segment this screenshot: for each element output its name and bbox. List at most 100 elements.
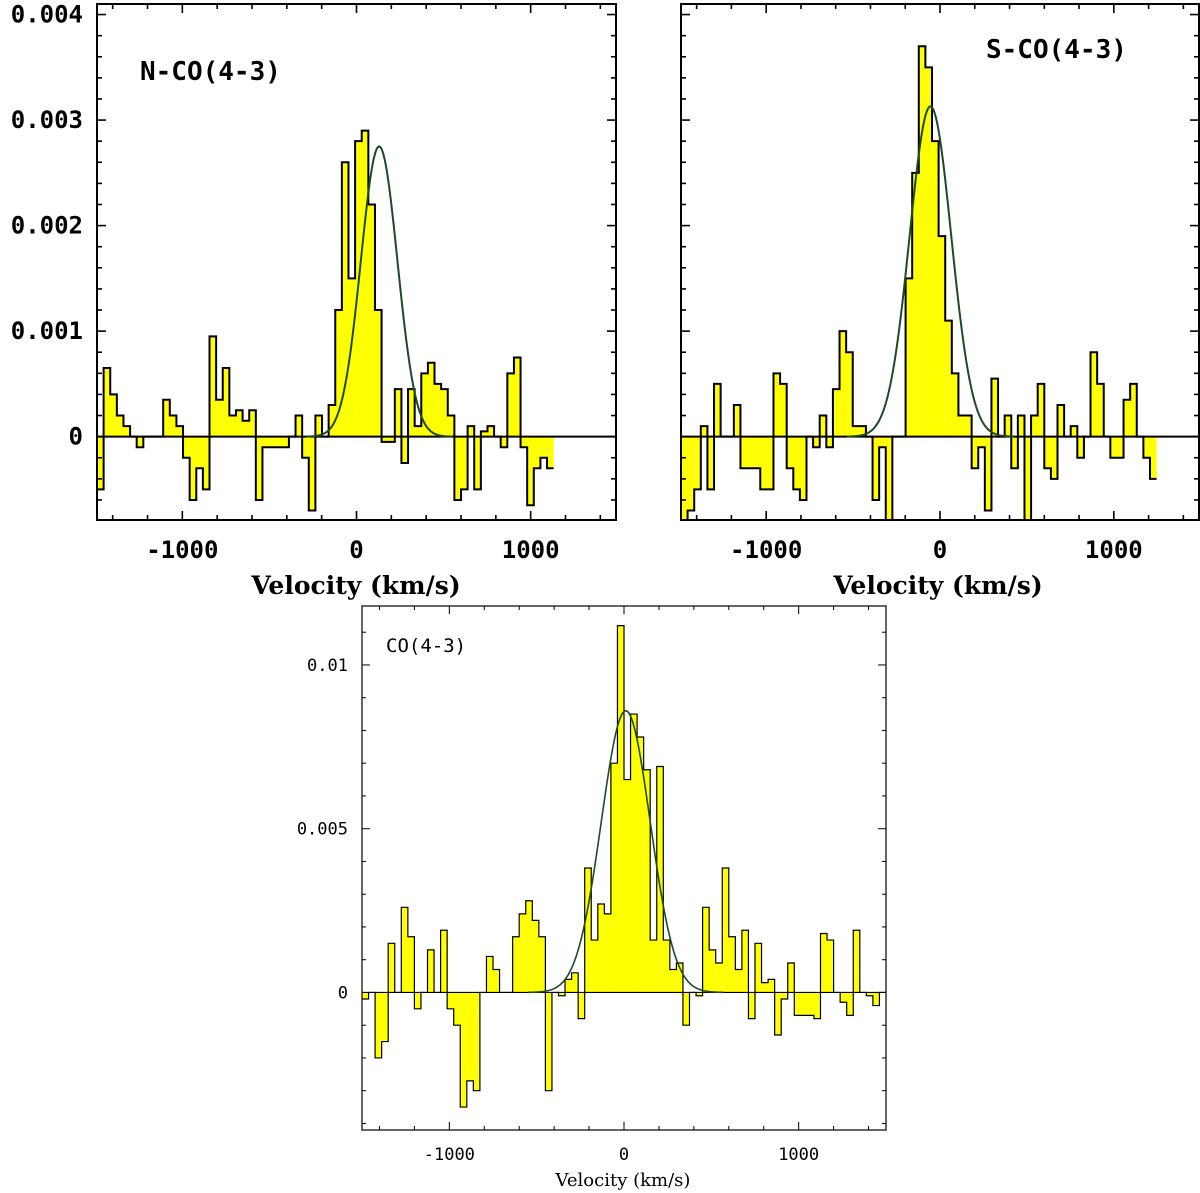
histogram-bar [1097,383,1104,437]
histogram-bar [1077,436,1084,458]
histogram-bar [735,969,742,993]
histogram-bar [229,415,236,437]
axis-ticks [362,606,886,1130]
histogram-bar [486,956,493,993]
histogram-bar [381,992,389,1042]
histogram-bar [709,949,716,993]
histogram-bar [846,992,854,1016]
histogram-bar [163,399,170,437]
histogram-bar [434,383,442,437]
histogram-bar [794,992,801,1016]
histogram-bar [617,625,624,993]
x-tick-label: 0 [619,1145,629,1165]
histogram-bar [991,378,999,437]
x-tick-labels: -1000 0 1000 [730,536,1143,564]
histogram-bar [846,352,853,437]
x-tick-label: 0 [933,536,947,564]
histogram-bar [741,930,749,993]
histogram-bar [700,426,708,437]
histogram-bar [820,933,828,993]
x-axis-label: Velocity (km/s) [250,571,460,600]
histogram-bar [196,436,203,469]
histogram-bar [722,868,729,993]
histogram-bar [853,930,860,993]
x-tick-label: 1000 [778,1145,819,1165]
histogram-bars [681,46,1157,520]
histogram-bar [1050,436,1058,479]
histogram-bar [362,992,369,999]
histogram-bar [971,436,979,469]
histogram-bar [282,436,289,448]
histogram-bar [255,436,263,500]
y-tick-label: 0.002 [11,212,83,240]
histogram-bar [368,204,375,437]
histogram-bar [123,426,131,437]
histogram-bar [728,936,736,993]
histogram-bar [242,420,250,437]
histogram-bar [447,415,455,437]
histogram-bar [610,763,618,993]
histogram-bar [826,436,833,448]
x-tick-label: -1000 [730,536,802,564]
histogram-bar [427,362,435,437]
histogram-bar [527,436,534,506]
histogram-bar [388,436,395,442]
histogram-bar [1031,415,1038,437]
histogram-bar [938,236,946,437]
histogram-bar [538,936,546,993]
histogram-bar [97,436,104,490]
histogram-bar [176,426,184,437]
histogram-bar [209,336,217,437]
histogram-bar [295,415,303,437]
histogram-bar [512,936,520,993]
histogram-bar [262,436,270,448]
histogram-step-outline [681,45,1157,521]
histogram-bar [958,415,966,437]
histogram-bar [447,992,454,1009]
plot-frame [361,605,887,1131]
histogram-bar [866,992,873,996]
histogram-bar [374,310,382,437]
histogram-bar [760,436,767,490]
histogram-bar [787,962,795,993]
histogram-bar [840,992,847,1003]
histogram-bar [637,737,644,993]
histogram-bar [578,992,585,1019]
x-tick-label: 1000 [502,536,560,564]
histogram-bar [513,357,521,437]
histogram-bar [687,436,695,511]
histogram-bar [793,436,800,490]
histogram-bar [222,368,230,437]
histogram-bar [755,943,762,993]
histogram-bar [773,373,781,437]
x-tick-label: -1000 [146,536,218,564]
histogram-bar [216,399,223,437]
histogram-bar [807,992,814,1016]
histogram-bar [1143,436,1150,458]
plot-frame [680,3,1200,521]
histogram-bar [747,436,754,469]
y-tick-label: 0.003 [11,106,83,134]
histogram-bar [421,373,428,437]
gaussian-fit-curve [527,709,724,994]
histogram-bar [466,992,474,1081]
panel-annotation: S-CO(4-3) [986,35,1127,65]
y-tick-label: 0.004 [11,1,83,29]
histogram-bar [547,436,554,469]
histogram-bar [872,436,880,500]
histogram-bar [103,368,111,437]
histogram-bar [1044,436,1051,469]
histogram-bar [401,907,408,993]
histogram-bar [427,949,435,993]
histogram-bar [733,404,741,437]
histogram-bar [813,992,821,1019]
histogram-bar [558,992,566,996]
histogram-bar [780,383,787,437]
histogram-bar [328,404,336,437]
x-axis-label: Velocity (km/s) [555,1170,691,1191]
histogram-bar [624,779,631,993]
histogram-bar [183,436,190,458]
histogram-bar [414,426,422,437]
histogram-bar [978,436,985,448]
histogram-bar [768,979,775,993]
